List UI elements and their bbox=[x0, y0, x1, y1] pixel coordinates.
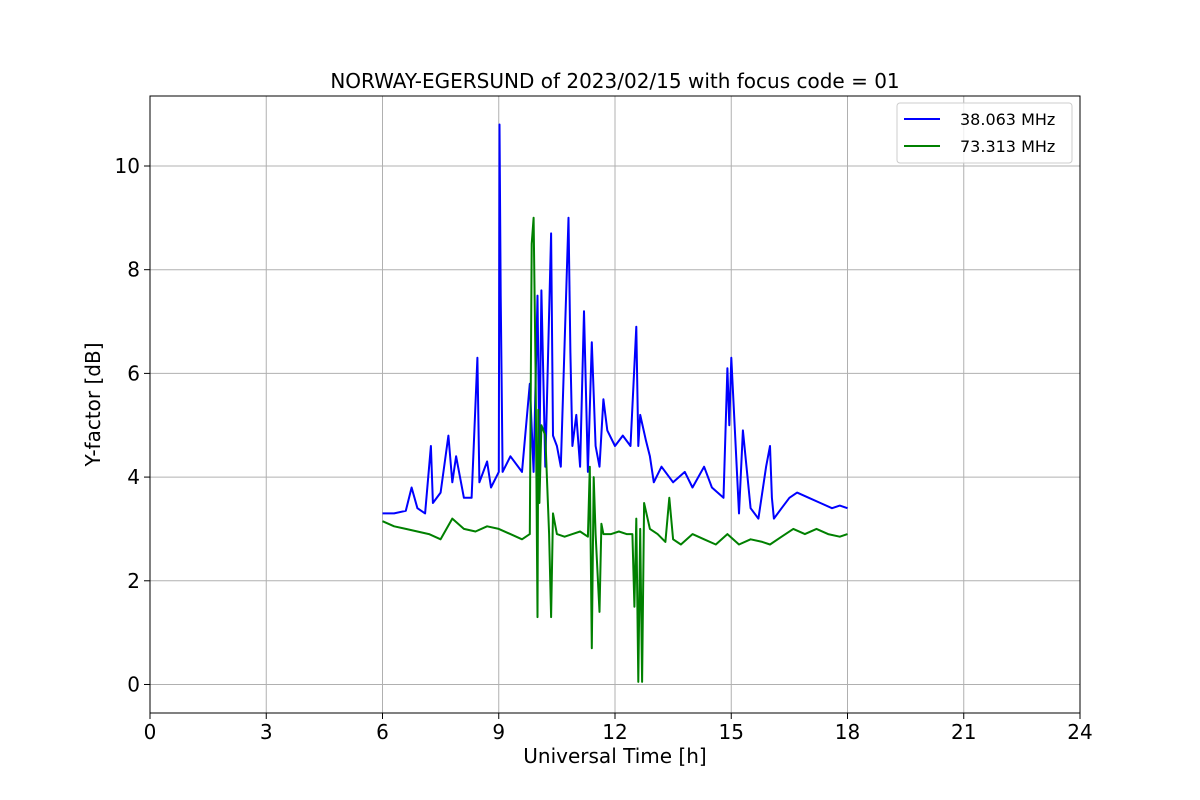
legend-label-73mhz: 73.313 MHz bbox=[960, 137, 1055, 156]
y-tick-label: 8 bbox=[127, 258, 140, 282]
x-tick-label: 9 bbox=[492, 720, 505, 744]
legend: 38.063 MHz 73.313 MHz bbox=[896, 102, 1073, 164]
x-tick-label: 18 bbox=[835, 720, 860, 744]
x-tick-label: 15 bbox=[719, 720, 744, 744]
legend-label-38mhz: 38.063 MHz bbox=[960, 110, 1055, 129]
y-tick-label: 0 bbox=[127, 672, 140, 696]
x-axis-label: Universal Time [h] bbox=[523, 744, 706, 768]
y-tick-label: 2 bbox=[127, 569, 140, 593]
x-tick-label: 12 bbox=[602, 720, 627, 744]
x-tick-label: 6 bbox=[376, 720, 389, 744]
series-line-0 bbox=[382, 123, 848, 520]
legend-box bbox=[896, 102, 1073, 164]
y-tick-label: 6 bbox=[127, 361, 140, 385]
y-tick-label: 10 bbox=[115, 154, 140, 178]
x-tick-label: 21 bbox=[951, 720, 976, 744]
chart-title: NORWAY-EGERSUND of 2023/02/15 with focus… bbox=[330, 69, 899, 93]
x-tick-label: 3 bbox=[260, 720, 273, 744]
series-line-1 bbox=[382, 216, 848, 683]
x-tick-label: 24 bbox=[1067, 720, 1092, 744]
x-tick-label: 0 bbox=[144, 720, 157, 744]
y-axis-label: Y-factor [dB] bbox=[81, 342, 105, 467]
y-tick-label: 4 bbox=[127, 465, 140, 489]
plot-series bbox=[382, 123, 848, 683]
